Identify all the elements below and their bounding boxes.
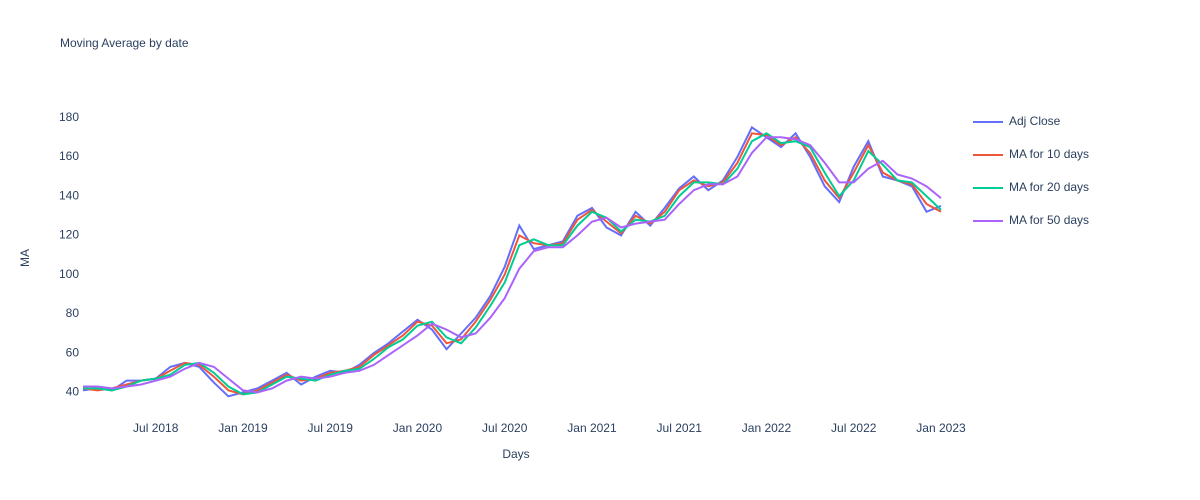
x-axis-title: Days xyxy=(502,447,529,461)
legend-label: MA for 10 days xyxy=(1009,147,1089,161)
y-tick-label: 80 xyxy=(66,306,80,320)
y-tick-label: 120 xyxy=(59,228,79,242)
legend-label: MA for 50 days xyxy=(1009,213,1089,227)
legend-label: MA for 20 days xyxy=(1009,180,1089,194)
line-series xyxy=(82,125,942,398)
x-tick-label: Jul 2021 xyxy=(657,421,703,435)
x-tick-label: Jan 2022 xyxy=(742,421,792,435)
line-series xyxy=(83,136,942,394)
x-tick-label: Jul 2019 xyxy=(308,421,354,435)
x-tick-label: Jul 2022 xyxy=(831,421,877,435)
x-tick-label: Jan 2019 xyxy=(218,421,268,435)
line-series xyxy=(83,132,942,396)
y-tick-label: 100 xyxy=(59,267,79,281)
y-tick-label: 140 xyxy=(59,188,79,202)
y-axis-title: MA xyxy=(18,249,32,267)
y-tick-label: 40 xyxy=(66,385,80,399)
x-tick-label: Jul 2018 xyxy=(133,421,179,435)
x-tick-label: Jan 2023 xyxy=(916,421,966,435)
x-tick-label: Jan 2021 xyxy=(567,421,617,435)
legend-label: Adj Close xyxy=(1009,114,1061,128)
y-tick-label: 180 xyxy=(59,110,79,124)
x-tick-label: Jan 2020 xyxy=(393,421,443,435)
chart-title: Moving Average by date xyxy=(60,36,189,50)
y-tick-label: 60 xyxy=(66,345,80,359)
x-tick-label: Jul 2020 xyxy=(482,421,528,435)
y-tick-label: 160 xyxy=(59,149,79,163)
